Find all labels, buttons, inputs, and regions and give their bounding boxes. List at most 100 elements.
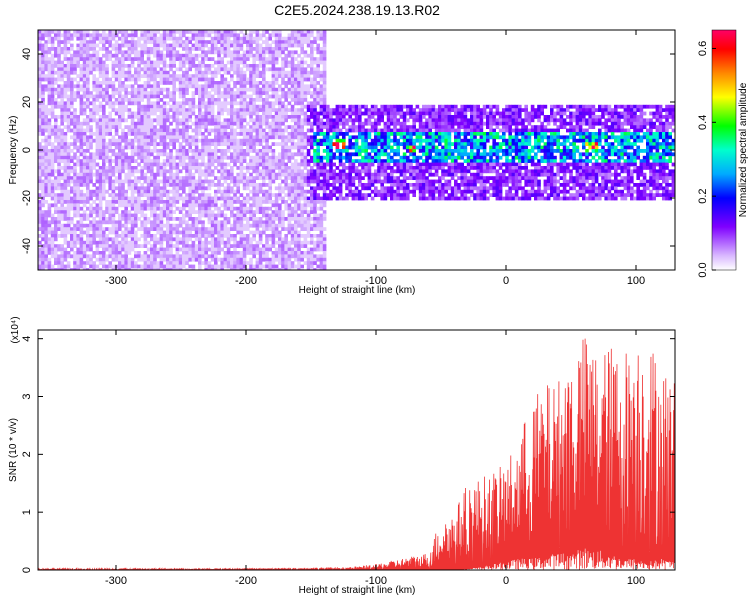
heat-cell [63,223,68,228]
heat-cell [130,149,135,153]
heat-cell [143,135,148,140]
heat-cell [255,203,260,208]
heat-cell [249,67,253,72]
heat-cell [185,261,189,265]
heat-cell [118,234,122,238]
heat-cell [70,60,74,65]
heat-cell [310,172,314,177]
heat-cell [281,36,285,41]
heat-cell [60,261,64,265]
heat-cell [201,47,205,51]
heat-cell [162,142,167,146]
heat-cell [60,138,64,143]
heat-cell [73,234,77,238]
heat-cell [255,142,260,146]
heat-cell [262,149,266,153]
heat-cell [159,60,164,65]
heat-cell [57,223,61,228]
heat-cell [156,162,160,167]
heat-cell [233,145,237,150]
heat-cell [191,84,196,89]
heat-cell [82,77,87,82]
heat-cell [111,47,116,51]
heat-cell [57,87,61,92]
heat-cell [76,240,80,245]
heat-cell [252,196,256,201]
heat-cell [153,84,157,89]
heat-cell [230,108,234,112]
heat-cell [284,40,288,44]
heat-cell [281,138,285,143]
heat-cell [207,206,212,211]
heat-cell [271,47,276,51]
heat-cell [76,118,80,123]
heat-cell [121,101,125,106]
heat-cell [47,149,52,153]
heat-cell [143,237,148,242]
heat-cell [105,87,109,92]
heat-cell [76,57,80,61]
heat-cell [284,193,288,197]
heat-cell [290,200,295,204]
heat-cell [274,217,279,221]
heat-cell [156,179,160,184]
heat-cell [310,33,314,38]
heat-cell [191,251,196,255]
heat-cell [73,128,77,133]
heat-cell [143,251,148,255]
heat-cell [233,132,237,136]
heat-cell [185,200,189,204]
heat-cell [198,244,202,248]
heat-cell [236,132,240,136]
heat-cell [185,138,189,143]
heat-cell [47,227,52,231]
heat-cell [156,155,160,160]
heat-cell [66,213,71,218]
heat-cell [201,33,205,38]
heat-cell [252,251,256,255]
heat-cell [82,40,87,44]
heat-cell [92,234,96,238]
heat-cell [258,155,263,160]
heat-cell [294,166,298,170]
heat-cell [194,166,199,170]
heat-cell [76,135,80,140]
heat-cell [297,36,301,41]
heat-cell [198,60,202,65]
heat-cell [146,132,151,136]
heat-cell [242,257,247,262]
heat-cell [284,176,288,180]
heat-cell [214,149,218,153]
heat-cell [134,132,138,136]
heat-cell [169,210,173,214]
heat-cell [95,108,100,112]
heat-cell [114,169,119,174]
heat-cell [111,251,116,255]
heat-cell [258,149,263,153]
heat-cell [159,43,164,48]
heat-cell [63,149,68,153]
heat-cell [76,64,80,68]
heat-cell [249,77,253,82]
heat-cell [50,142,55,146]
heat-cell [294,36,298,41]
heat-cell [271,91,276,95]
heat-cell [156,196,160,201]
heat-cell [127,186,132,191]
heat-cell [98,234,103,238]
heat-cell [63,179,68,184]
heat-cell [278,261,282,265]
heat-cell [127,203,132,208]
heat-cell [214,121,218,126]
heat-cell [156,251,160,255]
heat-cell [217,64,221,68]
heat-cell [172,115,176,119]
heat-cell [294,189,298,194]
heat-cell [121,84,125,89]
heat-cell [66,84,71,89]
heat-cell [194,179,199,184]
heat-cell [95,94,100,99]
heat-cell [204,254,208,259]
heat-cell [281,251,285,255]
heat-cell [198,108,202,112]
